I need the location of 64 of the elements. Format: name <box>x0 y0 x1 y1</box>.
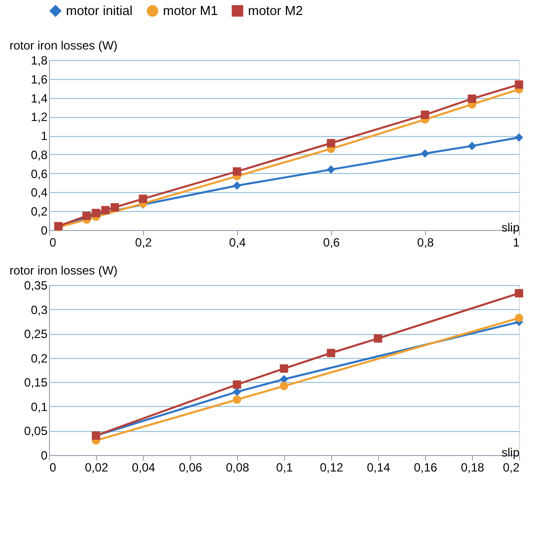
point <box>232 380 242 389</box>
x-tick-label: 0 <box>50 236 56 250</box>
point <box>280 364 288 373</box>
legend-label: motor M2 <box>248 2 303 18</box>
x-tick-label: 0,08 <box>226 460 250 474</box>
y-tick-label: 0,05 <box>24 424 48 438</box>
point <box>232 167 242 176</box>
point <box>232 388 242 396</box>
point <box>326 348 336 358</box>
x-tick-label: 0,04 <box>132 460 156 474</box>
point <box>468 142 476 150</box>
point <box>280 382 288 390</box>
y-tick-label: 0,25 <box>24 327 48 342</box>
y-tick-label: 0,6 <box>30 166 48 181</box>
y-tick-label: 0,35 <box>24 278 48 292</box>
x-tick-label: 0,18 <box>460 460 484 474</box>
y-tick-label: 0,3 <box>30 302 48 317</box>
point <box>110 203 119 212</box>
y-tick-label: 1,8 <box>30 54 48 68</box>
y-tick-label: 0,8 <box>30 148 48 162</box>
y-tick-label: 0,15 <box>24 376 48 390</box>
point <box>468 94 476 103</box>
x-tick-label: 0,06 <box>178 460 202 474</box>
y-tick-label: 1,4 <box>30 91 48 106</box>
y-tick-label: 1 <box>40 129 48 144</box>
legend-label: motor M1 <box>163 2 218 18</box>
point <box>514 289 524 298</box>
y-axis-title: rotor iron losses (W) <box>10 264 118 278</box>
point <box>374 334 382 343</box>
point <box>514 314 524 322</box>
point <box>326 138 336 148</box>
point <box>138 194 148 204</box>
y-tick-label: 0 <box>40 448 48 462</box>
x-tick-label: 0,6 <box>323 236 340 250</box>
x-tick-label: 1 <box>512 236 520 250</box>
point <box>420 110 430 119</box>
x-tick-label: 0,2 <box>135 236 152 250</box>
x-tick-label: 0,4 <box>229 236 246 250</box>
y-tick-label: 0,2 <box>30 351 48 366</box>
y-tick-label: 0,2 <box>30 204 48 219</box>
x-axis-title: slip <box>501 220 520 234</box>
x-tick-label: 0,02 <box>84 460 108 474</box>
y-tick-label: 0,4 <box>30 186 48 200</box>
x-tick-label: 0 <box>50 460 56 474</box>
point <box>232 181 242 190</box>
x-axis-title: slip <box>501 446 520 460</box>
x-tick-label: 0,8 <box>417 236 434 250</box>
point <box>514 80 524 89</box>
y-tick-label: 0 <box>40 224 48 238</box>
y-tick-label: 0,1 <box>30 400 48 414</box>
point <box>420 149 430 158</box>
y-tick-label: 1,2 <box>30 110 48 124</box>
point <box>232 395 242 404</box>
y-tick-label: 1,6 <box>30 72 48 86</box>
point <box>514 133 524 142</box>
x-tick-label: 0,16 <box>414 460 438 474</box>
point <box>101 206 110 214</box>
y-axis-title: rotor iron losses (W) <box>10 38 118 52</box>
legend-label: motor initial <box>66 2 133 18</box>
x-tick-label: 0,1 <box>276 460 294 474</box>
x-tick-label: 0,14 <box>366 460 390 474</box>
x-tick-label: 0,2 <box>502 460 520 474</box>
x-tick-label: 0,12 <box>320 460 344 474</box>
point <box>326 165 336 174</box>
